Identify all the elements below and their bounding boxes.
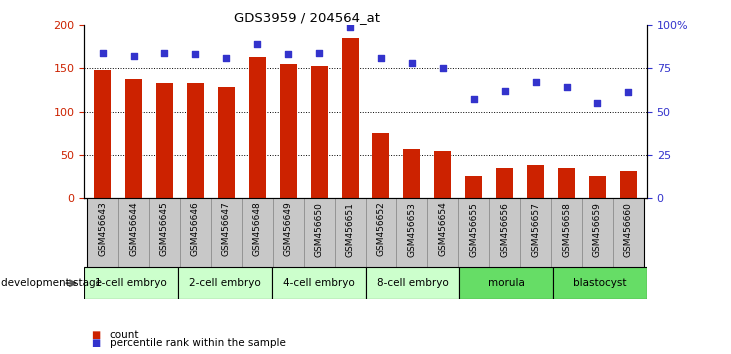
Text: GSM456647: GSM456647 [221, 202, 231, 256]
Bar [620, 171, 637, 198]
Point [499, 88, 510, 93]
Bar [553, 267, 647, 299]
Point [159, 50, 170, 55]
Text: GSM456658: GSM456658 [562, 202, 571, 257]
Bar [465, 176, 482, 198]
Bar [520, 198, 551, 267]
Bar [396, 198, 428, 267]
Bar [218, 87, 235, 198]
Bar [303, 198, 335, 267]
Text: GSM456649: GSM456649 [284, 202, 292, 256]
Text: count: count [110, 330, 139, 339]
Bar [613, 198, 644, 267]
Text: GSM456643: GSM456643 [98, 202, 107, 256]
Point [437, 65, 449, 71]
Text: GSM456657: GSM456657 [531, 202, 540, 257]
Bar [242, 198, 273, 267]
Point [128, 53, 140, 59]
Bar [458, 198, 489, 267]
Point [314, 50, 325, 55]
Point [591, 100, 603, 106]
Bar [272, 267, 366, 299]
Bar [211, 198, 242, 267]
Text: GSM456656: GSM456656 [500, 202, 510, 257]
Text: 1-cell embryo: 1-cell embryo [95, 278, 167, 288]
Text: GSM456655: GSM456655 [469, 202, 478, 257]
Text: percentile rank within the sample: percentile rank within the sample [110, 338, 286, 348]
Text: 4-cell embryo: 4-cell embryo [283, 278, 355, 288]
Bar [125, 79, 142, 198]
Point [406, 60, 417, 66]
Bar [551, 198, 582, 267]
Point [468, 97, 480, 102]
Bar [373, 133, 390, 198]
Text: blastocyst: blastocyst [573, 278, 626, 288]
Bar [94, 70, 111, 198]
Text: morula: morula [488, 278, 525, 288]
Text: GSM456651: GSM456651 [346, 202, 355, 257]
Bar [280, 64, 297, 198]
Text: 8-cell embryo: 8-cell embryo [376, 278, 448, 288]
Point [375, 55, 387, 61]
Bar [249, 57, 266, 198]
Bar [404, 149, 420, 198]
Bar [149, 198, 180, 267]
Bar [428, 198, 458, 267]
Bar [527, 165, 544, 198]
Text: development stage: development stage [1, 278, 102, 288]
Point [189, 51, 201, 57]
Bar [335, 198, 366, 267]
Bar [459, 267, 553, 299]
Point [96, 50, 108, 55]
Text: ■: ■ [91, 338, 101, 348]
Text: GSM456646: GSM456646 [191, 202, 200, 256]
Bar [434, 150, 451, 198]
Point [282, 51, 294, 57]
Text: 2-cell embryo: 2-cell embryo [189, 278, 261, 288]
Bar [273, 198, 303, 267]
Bar [156, 83, 173, 198]
Bar [496, 168, 513, 198]
Bar [180, 198, 211, 267]
Text: GSM456645: GSM456645 [160, 202, 169, 256]
Text: GSM456652: GSM456652 [376, 202, 385, 256]
Bar [178, 267, 272, 299]
Text: GSM456654: GSM456654 [439, 202, 447, 256]
Bar [311, 67, 327, 198]
Text: GSM456644: GSM456644 [129, 202, 138, 256]
Point [530, 79, 542, 85]
Bar [87, 198, 118, 267]
Point [344, 24, 356, 29]
Bar [582, 198, 613, 267]
Text: GDS3959 / 204564_at: GDS3959 / 204564_at [234, 11, 380, 24]
Text: GSM456659: GSM456659 [593, 202, 602, 257]
Text: GSM456660: GSM456660 [624, 202, 633, 257]
Text: GSM456653: GSM456653 [407, 202, 417, 257]
Point [623, 90, 635, 95]
Bar [489, 198, 520, 267]
Bar [187, 83, 204, 198]
Point [251, 41, 263, 47]
Bar [341, 38, 358, 198]
Text: GSM456650: GSM456650 [314, 202, 324, 257]
Bar [558, 168, 575, 198]
Bar [366, 267, 459, 299]
Text: ■: ■ [91, 330, 101, 339]
Text: GSM456648: GSM456648 [253, 202, 262, 256]
Bar [118, 198, 149, 267]
Point [221, 55, 232, 61]
Point [561, 84, 572, 90]
Bar [84, 267, 178, 299]
Bar [366, 198, 396, 267]
Bar [589, 176, 606, 198]
